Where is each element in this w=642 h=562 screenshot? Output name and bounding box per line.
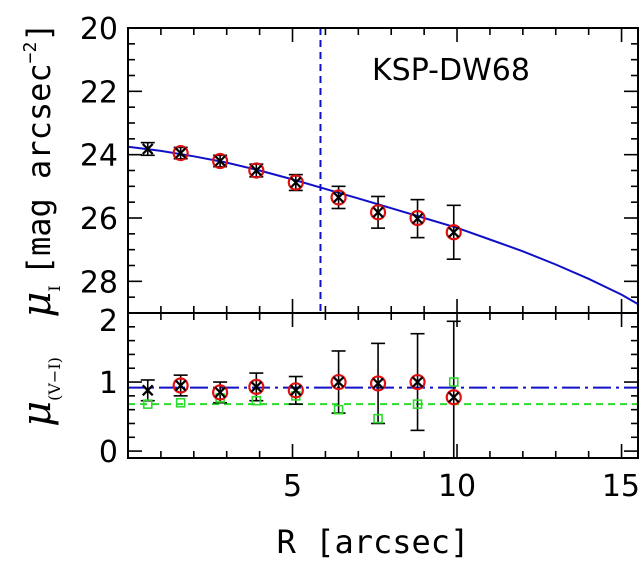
bottom-data-cross xyxy=(332,376,345,388)
top-data-cross xyxy=(447,226,460,239)
bottom-data-square xyxy=(175,397,186,408)
top-data-circle xyxy=(248,162,265,179)
top-y-tick-label: 20 xyxy=(80,12,118,47)
bottom-y-tick-label: 0 xyxy=(99,435,118,470)
top-data-cross xyxy=(411,212,424,225)
bottom-data-cross xyxy=(214,386,226,399)
bottom-data-square xyxy=(412,399,423,409)
bottom-data-cross xyxy=(174,379,187,392)
top-data-cross xyxy=(372,206,384,219)
top-y-tick-label: 22 xyxy=(80,75,118,110)
top-y-exponent: −2 xyxy=(20,42,41,64)
x-tick-label: 15 xyxy=(602,469,640,504)
bottom-data-circle xyxy=(369,375,387,392)
top-y-units: [mag arcsec xyxy=(20,63,58,275)
top-data-circle xyxy=(369,204,387,221)
top-y-tick-label: 26 xyxy=(80,202,118,237)
top-data-circle xyxy=(212,152,229,170)
bottom-y-mu-symbol: μ xyxy=(14,401,60,427)
bottom-y-subscript: (V−I) xyxy=(45,357,64,401)
top-data-cross xyxy=(332,191,345,204)
bottom-data-cross xyxy=(411,376,424,388)
x-axis-label: R [arcsec] xyxy=(277,523,470,561)
bottom-data-square xyxy=(373,413,383,424)
top-panel-tick-labels: 20 22 24 26 28 xyxy=(80,12,118,300)
top-data-cross xyxy=(141,143,154,155)
bottom-data-cross xyxy=(290,384,302,397)
x-tick-label: 5 xyxy=(283,469,302,504)
bottom-data-circle xyxy=(409,373,426,391)
top-data-circle xyxy=(409,209,426,227)
top-data-circle xyxy=(445,224,462,241)
bottom-panel-plot xyxy=(128,320,638,458)
bottom-data-cross xyxy=(141,384,154,397)
top-y-subscript: I xyxy=(45,285,64,291)
bottom-data-square xyxy=(142,399,153,409)
bottom-data-circle xyxy=(248,378,265,395)
top-panel-ticks xyxy=(128,27,638,313)
bottom-panel-frame xyxy=(127,312,639,459)
bottom-data-square xyxy=(448,377,459,387)
top-y-tick-label: 24 xyxy=(80,139,118,174)
bottom-data-circle xyxy=(212,384,229,401)
bottom-data-square xyxy=(251,395,262,406)
svg-text:μ(V−I): μ(V−I) xyxy=(14,357,64,427)
bottom-data-circle xyxy=(330,373,347,391)
svg-text:μI[mag arcsec−2]: μI [mag arcsec−2] xyxy=(14,22,64,317)
bottom-y-tick-label: 1 xyxy=(99,366,118,401)
top-y-mu-symbol: μ xyxy=(14,292,60,318)
bottom-data-circle xyxy=(287,382,304,399)
top-y-close: ] xyxy=(20,22,58,41)
bottom-panel-ticks xyxy=(128,312,638,458)
top-y-axis-label: μI [mag arcsec−2] xyxy=(14,22,64,317)
bottom-panel-tick-labels: 0 1 2 5 10 15 xyxy=(99,304,640,504)
bottom-data-circle xyxy=(172,377,189,394)
sersic-model-curve xyxy=(128,145,638,305)
bottom-y-tick-label: 2 xyxy=(99,304,118,339)
bottom-data-cross xyxy=(447,391,460,404)
top-data-circle xyxy=(330,189,347,206)
bottom-data-cross xyxy=(372,377,384,390)
bottom-data-cross xyxy=(250,381,263,393)
x-tick-label: 10 xyxy=(438,469,476,504)
top-data-circle xyxy=(287,174,304,191)
top-data-circle xyxy=(172,144,189,162)
top-data-cross xyxy=(174,147,187,159)
top-data-cross xyxy=(290,176,302,189)
bottom-data-circle xyxy=(445,389,462,406)
galaxy-label: KSP-DW68 xyxy=(372,53,530,88)
bottom-y-axis-label: μ(V−I) xyxy=(14,357,64,427)
top-data-cross xyxy=(214,155,226,167)
top-data-cross xyxy=(250,164,263,177)
bottom-data-square xyxy=(333,404,344,415)
top-y-tick-label: 28 xyxy=(80,265,118,300)
top-panel-plot xyxy=(128,28,638,313)
